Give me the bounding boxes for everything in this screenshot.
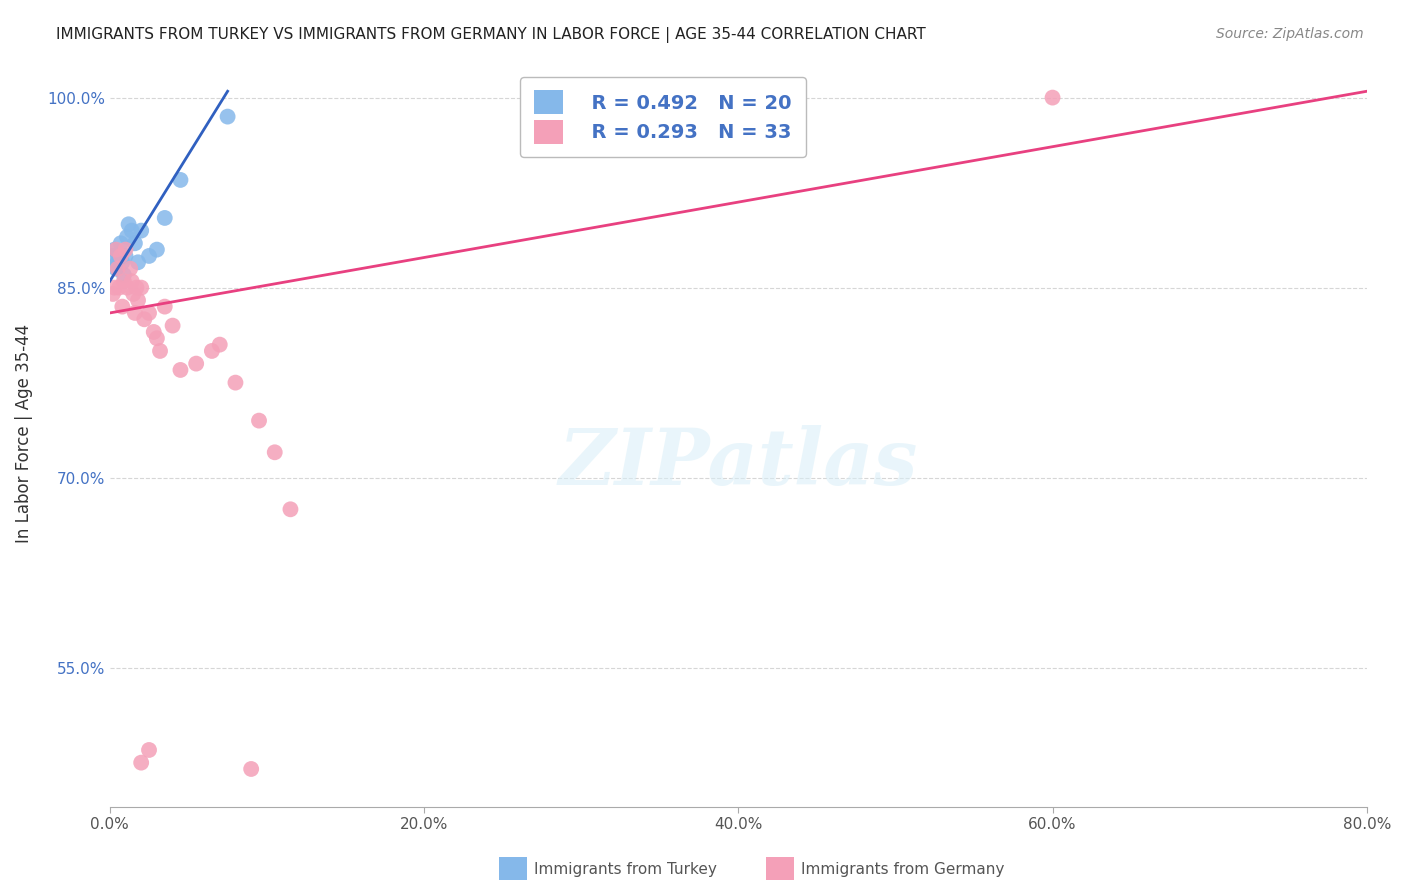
Point <box>105 261 128 276</box>
Point <box>169 363 191 377</box>
Point <box>111 255 134 269</box>
Point <box>108 280 131 294</box>
Text: Immigrants from Germany: Immigrants from Germany <box>801 863 1005 877</box>
Point <box>240 762 263 776</box>
Point <box>153 300 176 314</box>
Point <box>217 110 239 124</box>
Point <box>111 300 134 314</box>
Y-axis label: In Labor Force | Age 35-44: In Labor Force | Age 35-44 <box>15 324 32 543</box>
Point <box>117 217 139 231</box>
Point <box>142 325 165 339</box>
Point <box>121 224 143 238</box>
Point <box>122 287 145 301</box>
Point <box>134 312 156 326</box>
Point <box>114 249 136 263</box>
Text: ZIPatlas: ZIPatlas <box>558 425 918 501</box>
Point <box>129 224 152 238</box>
Point <box>124 306 146 320</box>
Point <box>105 243 128 257</box>
FancyBboxPatch shape <box>499 857 527 880</box>
Point <box>129 280 152 294</box>
Point <box>115 230 138 244</box>
Point <box>112 274 135 288</box>
Text: IMMIGRANTS FROM TURKEY VS IMMIGRANTS FROM GERMANY IN LABOR FORCE | AGE 35-44 COR: IMMIGRANTS FROM TURKEY VS IMMIGRANTS FRO… <box>56 27 927 43</box>
Point <box>280 502 302 516</box>
Point <box>153 211 176 225</box>
Point <box>208 337 231 351</box>
Point <box>101 287 124 301</box>
Point <box>169 173 191 187</box>
Point <box>138 306 160 320</box>
Point <box>110 249 132 263</box>
Point <box>1042 90 1064 104</box>
Point <box>127 293 149 308</box>
FancyBboxPatch shape <box>766 857 794 880</box>
Point <box>138 743 160 757</box>
Point <box>114 243 136 257</box>
Point <box>120 261 142 276</box>
Point <box>129 756 152 770</box>
Point <box>108 249 131 263</box>
Point <box>138 249 160 263</box>
Point <box>247 414 270 428</box>
Point <box>124 236 146 251</box>
Point <box>107 261 129 276</box>
Point <box>115 280 138 294</box>
Text: Source: ZipAtlas.com: Source: ZipAtlas.com <box>1216 27 1364 41</box>
Point <box>103 243 125 257</box>
Point <box>112 268 135 282</box>
Point <box>107 255 129 269</box>
Point <box>263 445 285 459</box>
Point <box>127 255 149 269</box>
Point <box>103 280 125 294</box>
Point <box>110 236 132 251</box>
Point <box>201 343 224 358</box>
Point <box>162 318 184 333</box>
Point <box>224 376 246 390</box>
Legend:   R = 0.492   N = 20,   R = 0.293   N = 33: R = 0.492 N = 20, R = 0.293 N = 33 <box>520 77 806 157</box>
Point <box>149 343 172 358</box>
Point <box>186 357 208 371</box>
Point <box>146 331 169 345</box>
Point <box>101 249 124 263</box>
Point <box>121 274 143 288</box>
Point <box>125 280 148 294</box>
Point <box>146 243 169 257</box>
Text: Immigrants from Turkey: Immigrants from Turkey <box>534 863 717 877</box>
